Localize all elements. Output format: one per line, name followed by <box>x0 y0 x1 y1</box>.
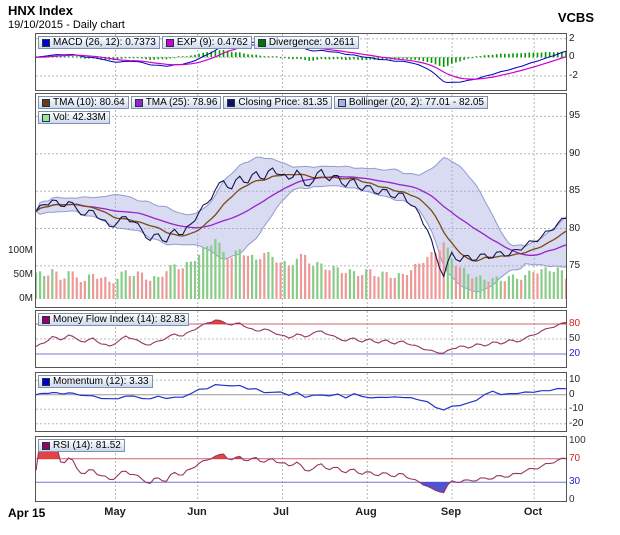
legend-item[interactable]: EXP (9): 0.4762 <box>161 36 252 49</box>
y-axis-label: 100 <box>569 435 586 446</box>
x-axis-label: Apr 15 <box>8 506 46 520</box>
momentum-panel[interactable]: Momentum (12): 3.33 <box>35 372 567 432</box>
page-title: HNX Index <box>8 3 74 18</box>
money-flow-panel[interactable]: Money Flow Index (14): 82.83 <box>35 310 567 368</box>
legend-item[interactable]: Divergence: 0.2611 <box>253 36 359 49</box>
y-axis-label: 0 <box>569 494 575 505</box>
y-axis-label: 80 <box>569 223 581 234</box>
y-axis-label: 70 <box>569 453 581 464</box>
legend-item[interactable]: MACD (26, 12): 0.7373 <box>38 36 160 49</box>
momentum-plot[interactable] <box>36 373 566 431</box>
x-axis-label: May <box>104 506 126 518</box>
x-axis-label: Jun <box>187 506 207 518</box>
series-swatch-icon <box>227 98 236 107</box>
y-axis-label: -10 <box>569 403 584 414</box>
y-axis-label: 50 <box>569 333 581 344</box>
y-axis-label: 2 <box>569 33 575 44</box>
money-flow-plot[interactable] <box>36 311 566 367</box>
price-legend-row2: Vol: 42.33M <box>38 111 110 124</box>
legend-item[interactable]: TMA (10): 80.64 <box>38 96 129 109</box>
series-swatch-icon <box>42 441 50 450</box>
price-panel[interactable]: TMA (10): 80.64 TMA (25): 78.96 Closing Pr… <box>35 93 567 308</box>
price-legend-row1: TMA (10): 80.64 TMA (25): 78.96 Closing Pr… <box>38 96 488 109</box>
money-flow-legend: Money Flow Index (14): 82.83 <box>38 313 190 326</box>
momentum-legend: Momentum (12): 3.33 <box>38 375 153 388</box>
y-axis-label: -20 <box>569 418 584 429</box>
y-axis-label: 75 <box>569 260 581 271</box>
legend-label: Closing Price: 81.35 <box>238 97 328 108</box>
series-swatch-icon <box>42 38 50 47</box>
y-axis-label: 95 <box>569 110 581 121</box>
y-axis-label: -2 <box>569 70 578 81</box>
series-swatch-icon <box>257 38 266 47</box>
macd-panel[interactable]: MACD (26, 12): 0.7373 EXP (9): 0.4762 Dive… <box>35 33 567 91</box>
legend-item[interactable]: Vol: 42.33M <box>38 111 110 124</box>
legend-item[interactable]: TMA (25): 78.96 <box>130 96 222 109</box>
legend-item[interactable]: Closing Price: 81.35 <box>223 96 332 109</box>
y-axis-label: 0 <box>569 51 575 62</box>
y-axis-label: 0 <box>569 389 575 400</box>
y-axis-label: 20 <box>569 348 581 359</box>
macd-legend: MACD (26, 12): 0.7373 EXP (9): 0.4762 Dive… <box>38 36 359 49</box>
series-swatch-icon <box>42 98 50 107</box>
legend-label: Bollinger (20, 2): 77.01 - 82.05 <box>348 97 484 108</box>
x-axis-label: Oct <box>523 506 543 518</box>
legend-label: TMA (25): 78.96 <box>145 97 218 108</box>
series-swatch-icon <box>337 98 346 107</box>
legend-label: EXP (9): 0.4762 <box>176 37 248 48</box>
y-axis-label: 90 <box>569 148 581 159</box>
volume-axis-label: 50M <box>13 269 33 280</box>
legend-label: Divergence: 0.2611 <box>268 37 355 48</box>
rsi-plot[interactable] <box>36 437 566 501</box>
price-plot[interactable] <box>36 94 566 307</box>
series-swatch-icon <box>42 377 50 386</box>
x-axis-label: Jul <box>273 506 289 518</box>
y-axis-label: 30 <box>569 476 581 487</box>
x-axis-label: Sep <box>440 506 462 518</box>
legend-item[interactable]: Momentum (12): 3.33 <box>38 375 153 388</box>
legend-label: Momentum (12): 3.33 <box>53 376 149 387</box>
rsi-panel[interactable]: RSI (14): 81.52 <box>35 436 567 502</box>
series-swatch-icon <box>42 315 50 324</box>
series-swatch-icon <box>134 98 143 107</box>
chart-subtitle: 19/10/2015 - Daily chart <box>8 19 125 31</box>
legend-label: TMA (10): 80.64 <box>53 97 125 108</box>
rsi-legend: RSI (14): 81.52 <box>38 439 125 452</box>
y-axis-label: 80 <box>569 318 581 329</box>
volume-axis-label: 100M <box>7 245 33 256</box>
y-axis-label: 85 <box>569 185 581 196</box>
brand-logo: VCBS <box>557 10 594 25</box>
legend-item[interactable]: Bollinger (20, 2): 77.01 - 82.05 <box>333 96 488 109</box>
volume-axis-label: 0M <box>19 293 33 304</box>
x-axis-label: Aug <box>355 506 377 518</box>
legend-label: Money Flow Index (14): 82.83 <box>53 314 186 325</box>
series-swatch-icon <box>42 113 50 122</box>
legend-label: Vol: 42.33M <box>53 112 106 123</box>
y-axis-label: 10 <box>569 374 581 385</box>
legend-label: RSI (14): 81.52 <box>53 440 121 451</box>
series-swatch-icon <box>165 38 174 47</box>
legend-item[interactable]: RSI (14): 81.52 <box>38 439 125 452</box>
legend-item[interactable]: Money Flow Index (14): 82.83 <box>38 313 190 326</box>
legend-label: MACD (26, 12): 0.7373 <box>53 37 156 48</box>
